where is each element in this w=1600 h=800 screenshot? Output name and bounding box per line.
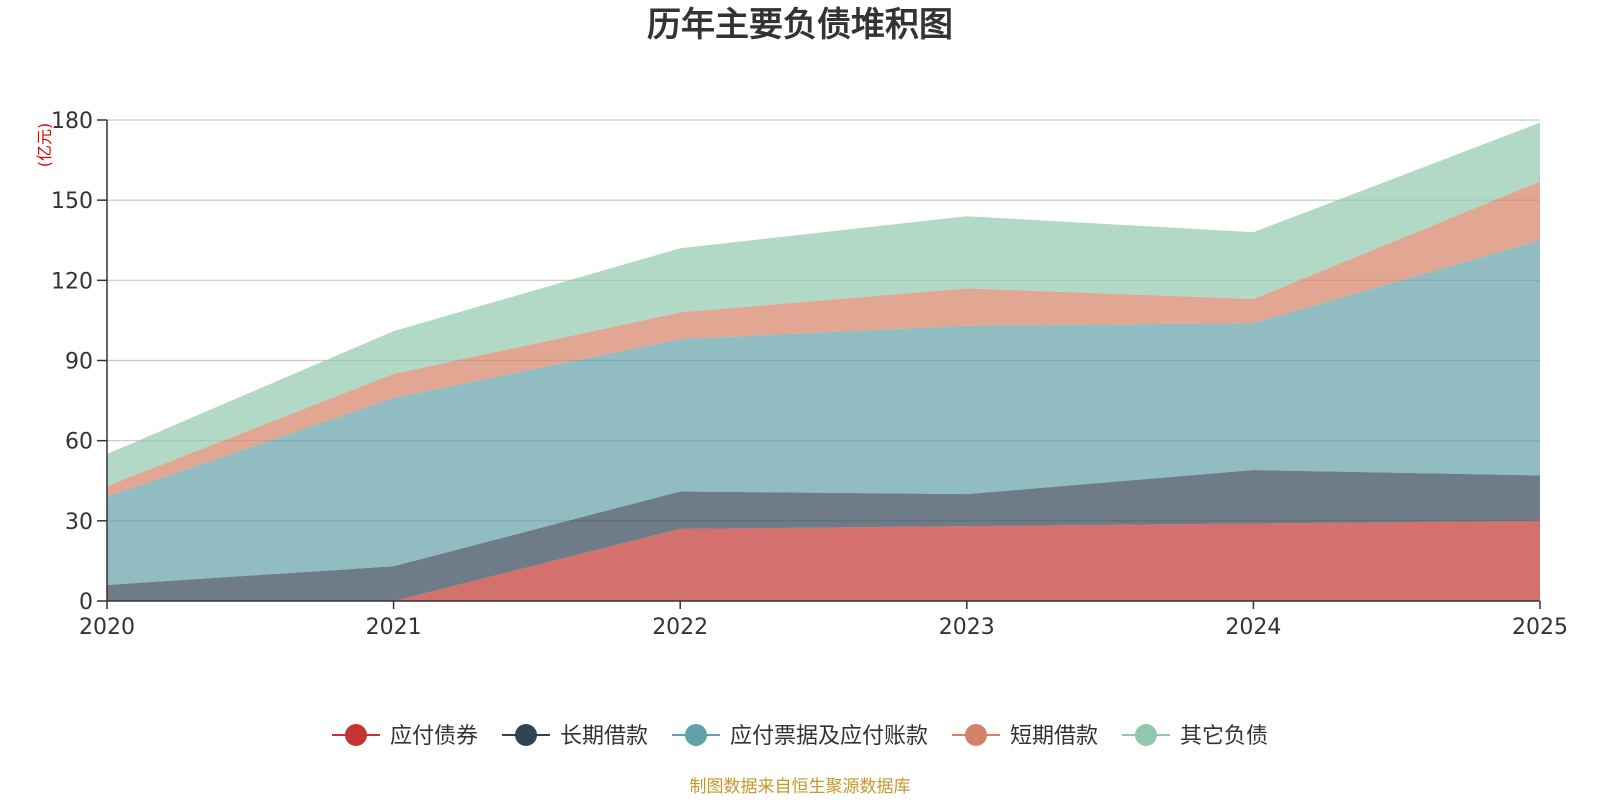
chart-title: 历年主要负债堆积图 bbox=[647, 5, 953, 45]
legend-marker bbox=[685, 724, 707, 746]
x-tick-label: 2023 bbox=[939, 615, 995, 640]
y-axis-unit-label: (亿元) bbox=[35, 123, 54, 168]
x-tick-label: 2022 bbox=[652, 615, 708, 640]
legend-item: 其它负债 bbox=[1122, 724, 1268, 749]
legend-item: 长期借款 bbox=[502, 724, 648, 749]
legend-label: 短期借款 bbox=[1010, 724, 1098, 749]
y-tick-label: 0 bbox=[79, 590, 93, 615]
x-tick-label: 2025 bbox=[1512, 615, 1568, 640]
y-tick-label: 30 bbox=[65, 510, 93, 535]
x-tick-label: 2021 bbox=[366, 615, 422, 640]
legend: 应付债券 长期借款 应付票据及应付账款 短期借款 其它负债 bbox=[332, 724, 1268, 749]
legend-marker bbox=[515, 724, 537, 746]
legend-item: 应付票据及应付账款 bbox=[672, 724, 928, 749]
legend-label: 其它负债 bbox=[1180, 724, 1268, 749]
legend-item: 短期借款 bbox=[952, 724, 1098, 749]
area-series-group bbox=[107, 122, 1540, 601]
y-tick-label: 180 bbox=[51, 109, 93, 134]
legend-label: 应付债券 bbox=[390, 724, 478, 749]
legend-marker bbox=[1135, 724, 1157, 746]
area-series-1 bbox=[107, 470, 1540, 601]
x-tick-label: 2024 bbox=[1225, 615, 1281, 640]
y-tick-label: 60 bbox=[65, 430, 93, 455]
x-tick-label: 2020 bbox=[79, 615, 135, 640]
legend-label: 长期借款 bbox=[560, 724, 648, 749]
legend-label: 应付票据及应付账款 bbox=[730, 724, 928, 749]
y-tick-label: 150 bbox=[51, 189, 93, 214]
y-tick-label: 120 bbox=[51, 269, 93, 294]
area-series-2 bbox=[107, 240, 1540, 585]
area-series-0 bbox=[107, 520, 1540, 601]
y-tick-label: 90 bbox=[65, 350, 93, 375]
legend-marker bbox=[345, 724, 367, 746]
legend-marker bbox=[965, 724, 987, 746]
axes: 0 30 60 90 120 150 180 2020 2021 2022 2023 2024 2025 bbox=[51, 109, 1568, 640]
legend-item: 应付债券 bbox=[332, 724, 478, 749]
data-source-note: 制图数据来自恒生聚源数据库 bbox=[690, 777, 911, 797]
